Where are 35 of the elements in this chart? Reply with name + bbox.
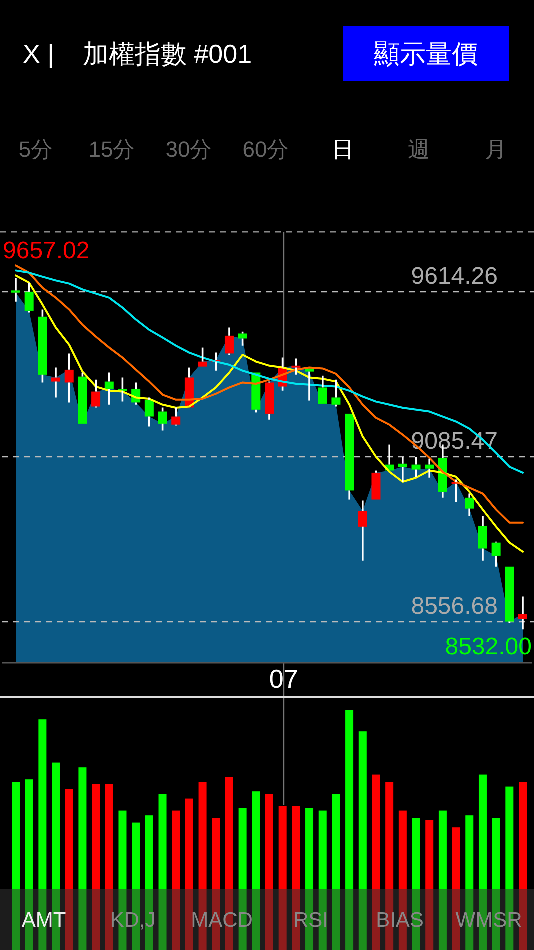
text: 60分 xyxy=(242,137,290,162)
text: 30分 xyxy=(166,137,212,162)
annotation: AMT xyxy=(22,909,66,932)
text: 日 xyxy=(332,137,354,162)
bar xyxy=(78,768,87,950)
bar xyxy=(266,794,274,950)
bar xyxy=(172,810,180,950)
bar xyxy=(278,806,287,950)
bar xyxy=(438,810,447,950)
bar xyxy=(12,782,20,950)
text: 5分 xyxy=(18,137,54,162)
bar xyxy=(105,784,114,950)
bar xyxy=(92,784,100,950)
text: X | xyxy=(23,39,54,69)
annotation: WMSR xyxy=(456,909,522,932)
bar xyxy=(252,792,260,950)
annotation: RSI xyxy=(293,909,329,932)
bar xyxy=(426,820,434,950)
x-tick-label: 07 xyxy=(269,664,298,694)
bar xyxy=(158,794,167,950)
bar xyxy=(185,798,194,950)
annotation: 9657.02 xyxy=(3,237,90,264)
text: 顯示量價 xyxy=(374,39,478,69)
chart-title: 加權指數 #001 xyxy=(83,39,252,69)
text: 15分 xyxy=(88,137,136,162)
annotation: MACD xyxy=(191,909,253,932)
bar xyxy=(358,732,367,950)
text: 週 xyxy=(408,137,430,162)
bar xyxy=(65,789,74,950)
bar xyxy=(332,794,340,950)
y-tick-label: 8556.68 xyxy=(411,592,498,620)
text: 月 xyxy=(485,137,507,162)
bar xyxy=(346,710,354,950)
y-tick-label: 9614.26 xyxy=(411,262,498,290)
annotation: BIAS xyxy=(376,909,424,932)
